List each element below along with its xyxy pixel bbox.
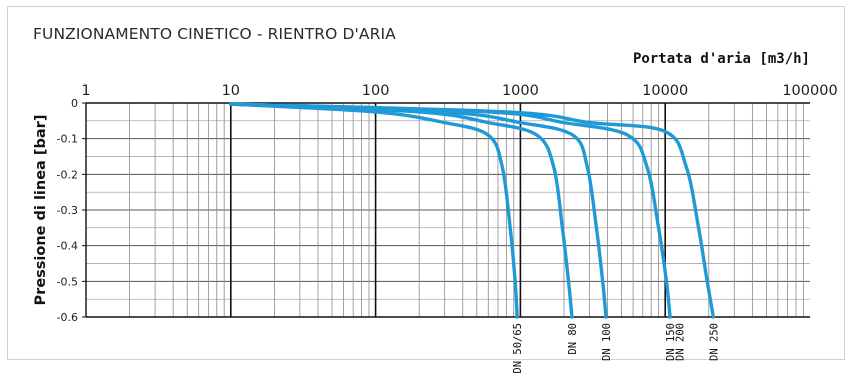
series-line (229, 102, 716, 319)
series-lines (229, 102, 716, 319)
x-tick-label: 100 (362, 83, 390, 99)
series-label: DN 100 (601, 323, 613, 361)
series-label: DN 50/65 (512, 323, 524, 374)
chart-title: FUNZIONAMENTO CINETICO - RIENTRO D'ARIA (33, 25, 396, 43)
tick-labels: 1 10 100 1000 10000 100000 0 -0.1 -0.2 -0.3 -0.4 -0… (33, 51, 838, 374)
series-line (229, 102, 519, 319)
series-label: DN 80 (567, 323, 579, 355)
series-label: DN 250 (708, 323, 720, 361)
outer-border (7, 6, 845, 360)
x-tick-label: 1 (81, 83, 90, 99)
y-tick-label: -0.4 (57, 240, 78, 253)
y-tick-label: -0.6 (57, 311, 78, 324)
series-label: DN 200 (675, 323, 687, 361)
y-tick-label: -0.5 (57, 275, 78, 288)
y-tick-label: 0 (71, 97, 78, 110)
x-tick-label: 100000 (782, 83, 837, 99)
axes (82, 102, 810, 318)
y-axis-title: Pressione di linea [bar] (33, 115, 49, 306)
series-line (229, 102, 608, 319)
series-label: DN 150 (665, 323, 677, 361)
grid (86, 102, 810, 318)
y-tick-label: -0.3 (57, 204, 78, 217)
y-tick-label: -0.1 (57, 133, 78, 146)
y-tick-label: -0.2 (57, 168, 78, 181)
x-axis-title: Portata d'aria [m3/h] (633, 51, 810, 67)
x-tick-label: 10 (222, 83, 240, 99)
x-tick-label: 1000 (502, 83, 539, 99)
x-tick-label: 10000 (642, 83, 688, 99)
